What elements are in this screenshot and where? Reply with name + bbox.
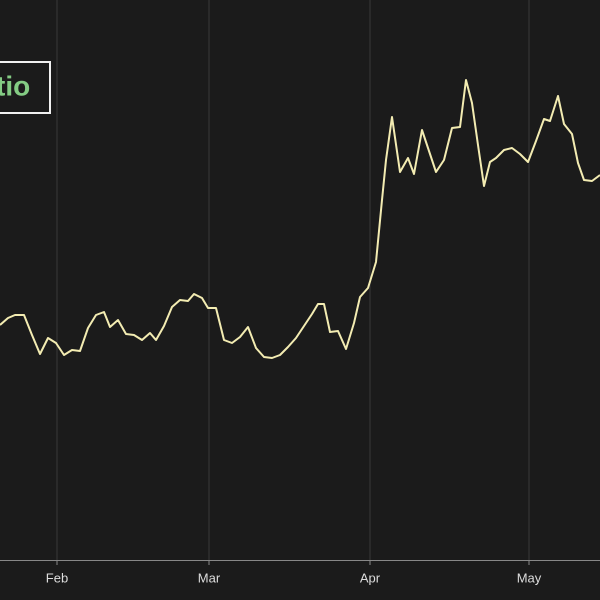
x-tick-label: May: [517, 570, 542, 585]
x-tick-label: Apr: [360, 570, 381, 585]
x-tick-label: Mar: [198, 570, 221, 585]
title-box: [0, 61, 51, 114]
data-line: [0, 79, 600, 359]
chart-title: tio: [0, 70, 30, 101]
x-tick-label: Feb: [46, 570, 68, 585]
